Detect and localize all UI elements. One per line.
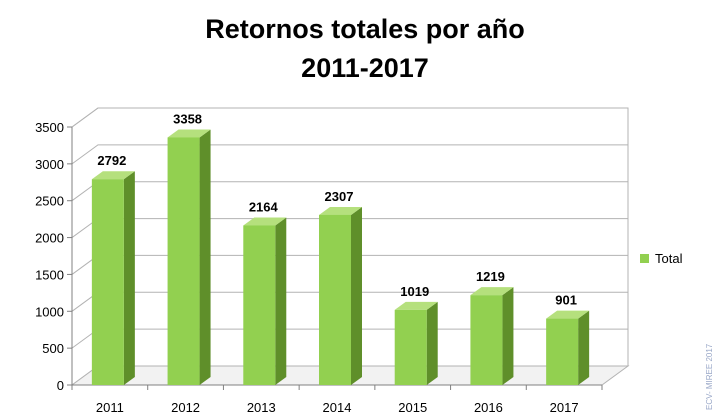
bar-top: [167, 129, 211, 138]
y-tick-label: 1000: [35, 304, 64, 319]
bar-2016: [470, 287, 514, 385]
data-label: 2792: [97, 153, 126, 168]
data-label: 901: [555, 293, 577, 308]
bar-side: [199, 129, 211, 385]
bar-side: [351, 206, 362, 385]
bar-side: [578, 310, 590, 385]
chart-title-line-1: Retornos totales por año: [205, 14, 525, 44]
y-tick-label: 3000: [35, 157, 64, 172]
x-axis: 2011 2012 2013 2014 2015 2016 2017: [71, 384, 603, 415]
bar-top: [243, 217, 287, 226]
y-tick-label: 0: [57, 378, 64, 393]
gridline: [71, 107, 628, 128]
bar-front: [394, 309, 427, 385]
bar-2014: [319, 206, 362, 385]
y-axis: 0 500 1000 1500 2000 2500 3000 3500: [35, 120, 73, 393]
bar-top: [319, 206, 362, 215]
x-tick-label: 2011: [96, 400, 124, 415]
watermark: ECV- MIREE 2017: [705, 343, 714, 410]
x-tick-label: 2014: [323, 400, 352, 415]
data-label: 2307: [325, 189, 354, 204]
bar-front: [243, 225, 276, 385]
y-tick-label: 3500: [35, 120, 64, 135]
y-tick-label: 2500: [35, 194, 64, 209]
bar-side: [123, 171, 135, 385]
chart-title-line-2: 2011-2017: [301, 53, 429, 83]
bar-2013: [243, 217, 287, 385]
data-label: 1019: [400, 284, 429, 299]
data-label: 2164: [249, 199, 279, 214]
y-tick-label: 2000: [35, 231, 64, 246]
data-labels: 2792 3358 2164 2307 1019 1219 901: [97, 111, 577, 307]
bar-front: [470, 295, 503, 385]
bar-top: [394, 301, 438, 310]
bar-front: [167, 137, 200, 385]
legend: Total: [640, 251, 683, 266]
gridline: [71, 144, 628, 165]
bar-top: [91, 171, 135, 180]
legend-swatch-total: [640, 254, 649, 263]
x-tick-label: 2013: [247, 400, 276, 415]
bar-top: [546, 310, 590, 319]
bar-top: [470, 287, 514, 296]
bar-2015: [394, 301, 438, 385]
x-tick-label: 2016: [474, 400, 503, 415]
data-label: 3358: [173, 111, 202, 126]
y-tick-label: 1500: [35, 267, 64, 282]
x-tick-label: 2015: [398, 400, 427, 415]
legend-label-total: Total: [655, 251, 683, 266]
bar-2012: [167, 129, 211, 385]
bar-2011: [91, 171, 135, 385]
x-tick-label: 2017: [550, 400, 579, 415]
bar-side: [275, 217, 287, 385]
bar-2017: [546, 310, 590, 385]
bar-side: [502, 287, 514, 385]
bar-front: [319, 214, 351, 385]
x-tick-label: 2012: [171, 400, 200, 415]
bar-side: [426, 301, 438, 385]
y-tick-label: 500: [42, 341, 64, 356]
data-label: 1219: [476, 269, 505, 284]
bars: [91, 129, 590, 385]
bar-front: [546, 318, 579, 385]
bar-front: [91, 179, 124, 385]
